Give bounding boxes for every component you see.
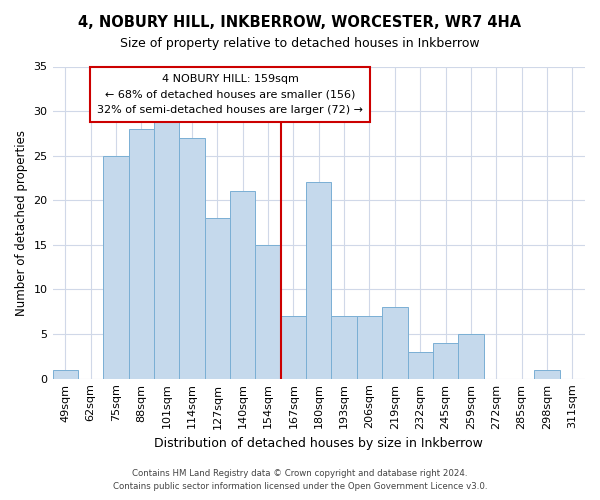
- Bar: [103, 156, 128, 378]
- Bar: [205, 218, 230, 378]
- Bar: [382, 308, 407, 378]
- Bar: [154, 120, 179, 378]
- Bar: [230, 192, 256, 378]
- Y-axis label: Number of detached properties: Number of detached properties: [15, 130, 28, 316]
- Text: 4 NOBURY HILL: 159sqm
← 68% of detached houses are smaller (156)
32% of semi-det: 4 NOBURY HILL: 159sqm ← 68% of detached …: [97, 74, 363, 115]
- Bar: [179, 138, 205, 378]
- Bar: [433, 343, 458, 378]
- Bar: [331, 316, 357, 378]
- Bar: [128, 129, 154, 378]
- Text: 4, NOBURY HILL, INKBERROW, WORCESTER, WR7 4HA: 4, NOBURY HILL, INKBERROW, WORCESTER, WR…: [79, 15, 521, 30]
- Bar: [458, 334, 484, 378]
- Bar: [534, 370, 560, 378]
- Bar: [53, 370, 78, 378]
- Text: Contains HM Land Registry data © Crown copyright and database right 2024.
Contai: Contains HM Land Registry data © Crown c…: [113, 469, 487, 491]
- Bar: [281, 316, 306, 378]
- X-axis label: Distribution of detached houses by size in Inkberrow: Distribution of detached houses by size …: [154, 437, 483, 450]
- Bar: [407, 352, 433, 378]
- Text: Size of property relative to detached houses in Inkberrow: Size of property relative to detached ho…: [120, 38, 480, 51]
- Bar: [256, 245, 281, 378]
- Bar: [306, 182, 331, 378]
- Bar: [357, 316, 382, 378]
